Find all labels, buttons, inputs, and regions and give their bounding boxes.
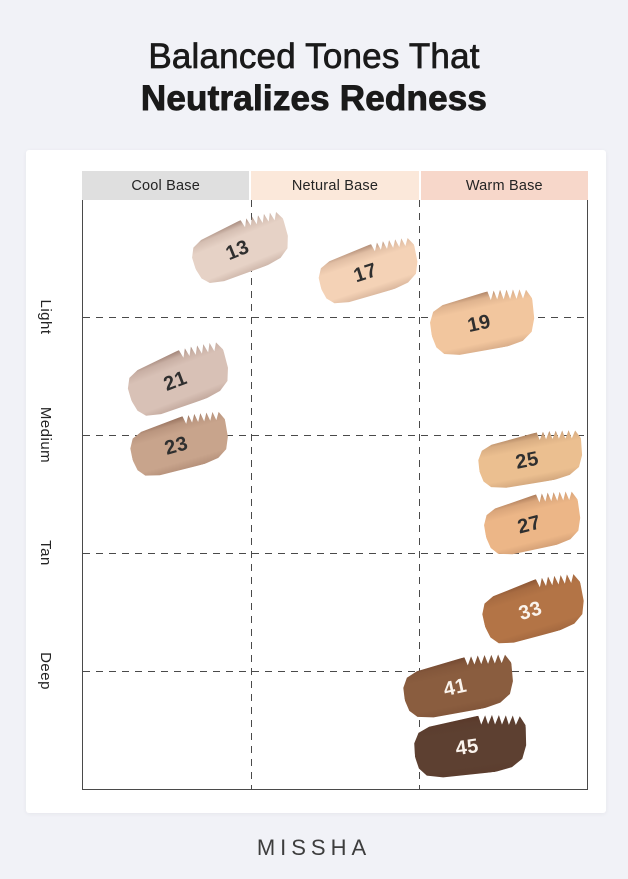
shade-number: 33 [515, 596, 545, 625]
shade-chart-card: Cool Base Netural Base Warm Base Light Medi… [26, 150, 606, 813]
column-header-warm-base: Warm Base [420, 171, 588, 200]
shade-swatch-13: 13 [185, 205, 297, 291]
shade-number: 21 [160, 366, 191, 396]
shade-swatch-27: 27 [479, 485, 587, 561]
shade-number: 17 [350, 258, 380, 287]
title-line-2: Neutralizes Redness [140, 79, 488, 119]
shade-swatch-17: 17 [313, 231, 425, 310]
shade-swatch-41: 41 [399, 648, 520, 724]
row-gridline-tan [83, 553, 587, 555]
shade-grid: Light Medium Tan Deep 13 17 19 21 23 25 27 33 41 45 [37, 200, 588, 790]
title-line-1: Balanced Tones That [148, 37, 480, 77]
column-header-cool-base: Cool Base [82, 171, 250, 200]
column-headers: Cool Base Netural Base Warm Base [82, 171, 588, 200]
shade-number: 23 [162, 431, 191, 460]
shade-swatch-45: 45 [411, 709, 532, 782]
shade-number: 13 [222, 235, 253, 265]
row-label-light: Light [37, 299, 54, 335]
row-gridline-deep [83, 671, 587, 673]
column-divider-2 [419, 200, 421, 789]
shade-number: 19 [465, 310, 493, 337]
shade-swatch-19: 19 [425, 283, 541, 362]
row-label-deep: Deep [37, 652, 54, 690]
shade-swatch-33: 33 [476, 567, 592, 651]
shade-number: 25 [513, 447, 541, 474]
row-label-medium: Medium [37, 406, 54, 464]
row-gridline-medium [83, 435, 587, 437]
shade-swatch-21: 21 [121, 335, 238, 424]
shade-number: 45 [454, 734, 481, 760]
shade-number: 41 [441, 674, 469, 701]
shade-swatch-23: 23 [125, 405, 235, 483]
column-divider-1 [251, 200, 253, 789]
shade-number: 27 [515, 510, 544, 538]
page-title: Balanced Tones That Neutralizes Redness [0, 36, 628, 120]
row-gridline-light [83, 317, 587, 319]
column-header-netural-base: Netural Base [251, 171, 419, 200]
brand-logo: MISSHA [256, 835, 372, 860]
row-label-tan: Tan [37, 540, 54, 566]
